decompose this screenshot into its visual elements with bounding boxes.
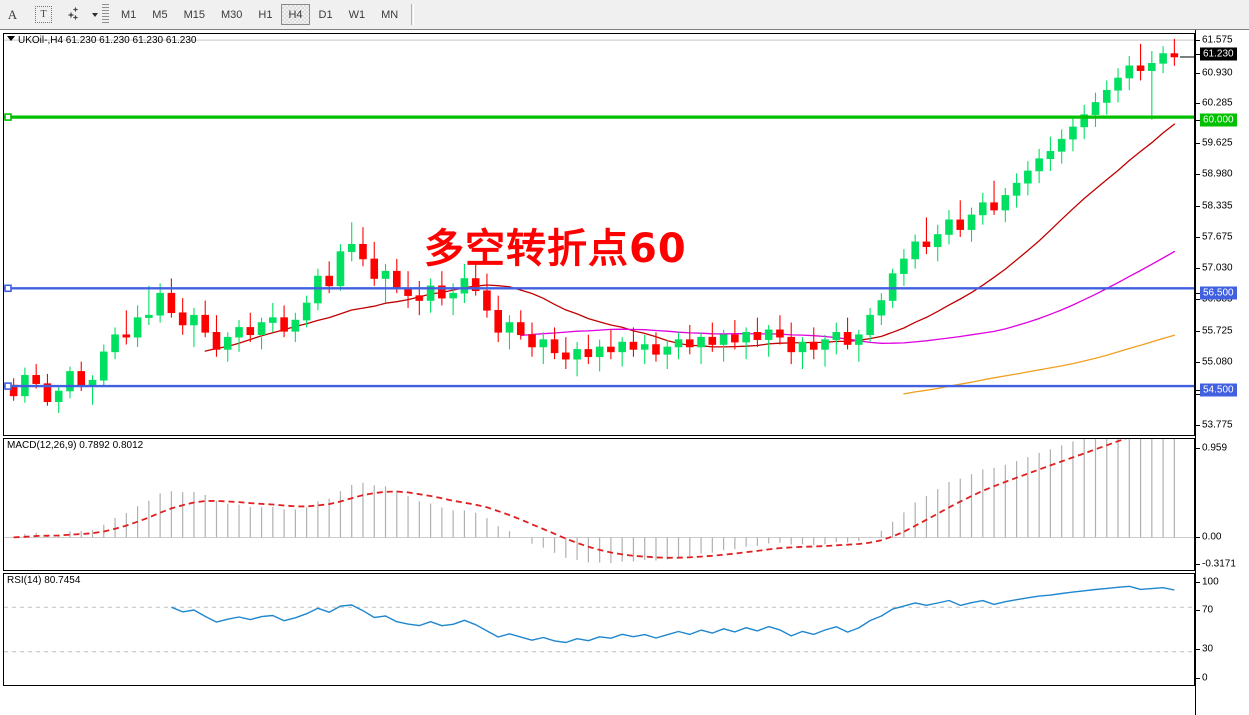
collapse-caret-icon[interactable] <box>7 36 15 41</box>
price-panel-label: UKOil-,H4 61.230 61.230 61.230 61.230 <box>7 35 196 47</box>
timeframe-w1[interactable]: W1 <box>348 8 366 21</box>
objects-icon[interactable] <box>63 3 86 26</box>
axis-tick <box>1196 390 1200 391</box>
axis-price-label: 57.675 <box>1202 231 1233 243</box>
axis-price-label: 0.959 <box>1202 442 1228 454</box>
axis-tick <box>1196 564 1200 565</box>
rsi-plot <box>4 585 1194 653</box>
axis-tick <box>1196 362 1200 363</box>
axis-tick <box>1196 537 1200 538</box>
last-price-badge: 61.230 <box>1200 47 1237 61</box>
macd-panel-label: MACD(12,26,9) 0.7892 0.8012 <box>7 440 144 451</box>
macd-panel[interactable]: MACD(12,26,9) 0.7892 0.8012 <box>3 438 1195 571</box>
axis-tick <box>1196 268 1200 269</box>
axis-tick <box>1196 293 1200 294</box>
axis-tick <box>1196 425 1200 426</box>
macd-plot <box>4 439 1194 564</box>
sparkle-glyph <box>67 6 83 23</box>
axis-price-label: 60.930 <box>1202 67 1233 79</box>
timeframe-h1[interactable]: H1 <box>258 8 273 21</box>
ohlc-values: 61.230 61.230 61.230 61.230 <box>65 35 197 46</box>
axis-tick <box>1196 54 1200 55</box>
axis-tick <box>1196 299 1200 300</box>
level-price-badge: 54.500 <box>1200 383 1237 397</box>
axis-tick <box>1196 206 1200 207</box>
axis-price-label: 0.00 <box>1202 531 1222 543</box>
axis-price-label: 30 <box>1202 643 1214 655</box>
timeframe-m30[interactable]: M30 <box>220 8 243 21</box>
chart-frame: UKOil-,H4 61.230 61.230 61.230 61.230 MA… <box>0 29 1249 715</box>
text-box-icon[interactable]: T <box>32 3 55 26</box>
axis-tick <box>1196 448 1200 449</box>
timeframe-m5[interactable]: M5 <box>152 8 168 21</box>
axis-tick <box>1196 40 1200 41</box>
price-axis[interactable]: 61.575 61.230 60.930 60.285 60.000 59.625 58.9… <box>1195 30 1249 715</box>
level-price-badge: 60.000 <box>1200 113 1237 127</box>
axis-price-label: 57.030 <box>1202 262 1233 274</box>
chevron-down-icon <box>92 12 98 17</box>
axis-price-label: 70 <box>1202 604 1214 616</box>
timeframe-h4[interactable]: H4 <box>281 4 310 25</box>
axis-price-label: 55.725 <box>1202 325 1233 337</box>
axis-tick <box>1196 73 1200 74</box>
toolbar-separator <box>411 4 415 25</box>
objects-dropdown-caret-icon[interactable] <box>88 3 99 26</box>
axis-tick <box>1196 678 1200 679</box>
axis-price-label: 60.285 <box>1202 97 1233 109</box>
level-price-badge: 56.500 <box>1200 286 1237 300</box>
axis-price-label: 55.080 <box>1202 356 1233 368</box>
axis-price-label: 100 <box>1202 576 1219 588</box>
timeframe-mn[interactable]: MN <box>381 8 399 21</box>
axis-price-label: 58.980 <box>1202 168 1233 180</box>
axis-tick <box>1196 103 1200 104</box>
axis-price-label: 59.625 <box>1202 137 1233 149</box>
symbol-label: UKOil-,H4 <box>18 35 64 46</box>
axis-tick <box>1196 120 1200 121</box>
price-plot <box>4 38 1194 413</box>
timeframe-m15[interactable]: M15 <box>183 8 205 21</box>
axis-tick <box>1196 143 1200 144</box>
axis-price-label: 61.575 <box>1202 34 1233 46</box>
axis-tick <box>1196 174 1200 175</box>
axis-price-label: 53.775 <box>1202 419 1233 431</box>
timeframe-m1[interactable]: M1 <box>121 8 137 21</box>
axis-tick <box>1196 394 1200 395</box>
toolbar-drag-handle[interactable] <box>102 4 109 25</box>
text-box-glyph: T <box>35 6 52 23</box>
text-label-icon[interactable]: A <box>7 6 18 22</box>
chart-annotation-text[interactable]: 多空转折点60 <box>424 226 687 272</box>
rsi-panel-label: RSI(14) 80.7454 <box>7 575 81 586</box>
axis-price-label: 58.335 <box>1202 200 1233 212</box>
axis-tick <box>1196 331 1200 332</box>
axis-tick <box>1196 649 1200 650</box>
axis-tick <box>1196 582 1200 583</box>
rsi-panel[interactable]: RSI(14) 80.7454 <box>3 573 1195 686</box>
axis-tick <box>1196 237 1200 238</box>
price-panel[interactable]: UKOil-,H4 61.230 61.230 61.230 61.230 <box>3 33 1195 436</box>
axis-tick <box>1196 610 1200 611</box>
axis-price-label: -0.3171 <box>1202 558 1236 570</box>
timeframe-d1[interactable]: D1 <box>318 8 333 21</box>
axis-price-label: 0 <box>1202 672 1208 684</box>
toolbar: A T M1 M5 M15 M30 H1 H4 D1 W1 MN <box>0 0 1249 30</box>
